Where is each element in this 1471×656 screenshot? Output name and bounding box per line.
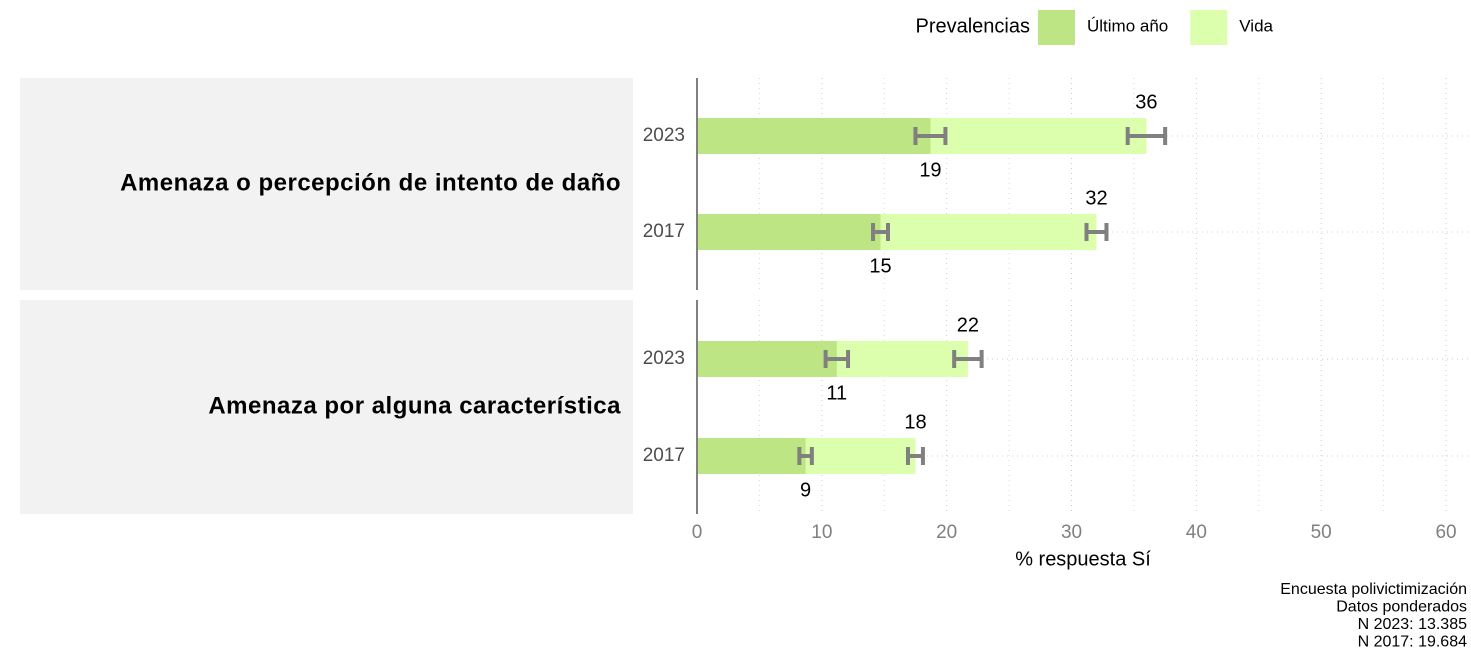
bar	[697, 438, 806, 474]
strip-title: Amenaza o percepción de intento de daño	[120, 169, 621, 196]
x-tick-label: 20	[936, 522, 957, 543]
error-bar	[952, 350, 984, 368]
caption-line: Encuesta polivictimización	[1280, 581, 1467, 598]
x-tick-label: 50	[1311, 522, 1332, 543]
data-label: 22	[957, 314, 979, 336]
caption-line: N 2023: 13.385	[1358, 616, 1468, 633]
strip-background	[20, 78, 633, 290]
data-label: 32	[1085, 187, 1107, 209]
strip: Amenaza por alguna característica	[20, 300, 633, 514]
strip-title: Amenaza por alguna característica	[208, 392, 621, 419]
x-tick-label: 30	[1061, 522, 1082, 543]
x-tick-label: 60	[1435, 522, 1456, 543]
legend-swatch	[1038, 10, 1075, 45]
error-bar	[823, 350, 851, 368]
bar	[697, 118, 931, 154]
data-label: 11	[826, 382, 847, 404]
legend-swatch	[1190, 10, 1228, 45]
error-bar	[797, 447, 814, 465]
legend-title: Prevalencias	[915, 15, 1030, 37]
error-bar	[913, 127, 948, 145]
bar	[697, 341, 837, 377]
data-label: 18	[904, 411, 926, 433]
data-label: 15	[869, 255, 891, 277]
strip: Amenaza o percepción de intento de daño	[20, 78, 633, 290]
x-tick-label: 10	[811, 522, 832, 543]
x-tick-label: 40	[1186, 522, 1207, 543]
data-label: 36	[1135, 91, 1157, 113]
error-bar	[905, 447, 925, 465]
strip-background	[20, 300, 633, 514]
x-axis-label: % respuesta Sí	[1015, 548, 1151, 570]
error-bar	[1084, 223, 1109, 241]
caption-line: Datos ponderados	[1336, 599, 1467, 616]
y-tick-label: 2023	[643, 348, 685, 369]
legend-label: Vida	[1239, 16, 1273, 35]
x-tick-label: 0	[692, 522, 703, 543]
y-tick-label: 2023	[643, 125, 685, 146]
error-bar	[1125, 127, 1168, 145]
bar	[697, 214, 881, 250]
data-label: 9	[800, 479, 811, 501]
legend-label: Último año	[1087, 16, 1168, 35]
y-tick-label: 2017	[643, 221, 685, 242]
error-bar	[871, 223, 891, 241]
data-label: 19	[919, 159, 941, 181]
caption-line: N 2017: 19.684	[1358, 634, 1468, 651]
y-tick-label: 2017	[643, 445, 685, 466]
